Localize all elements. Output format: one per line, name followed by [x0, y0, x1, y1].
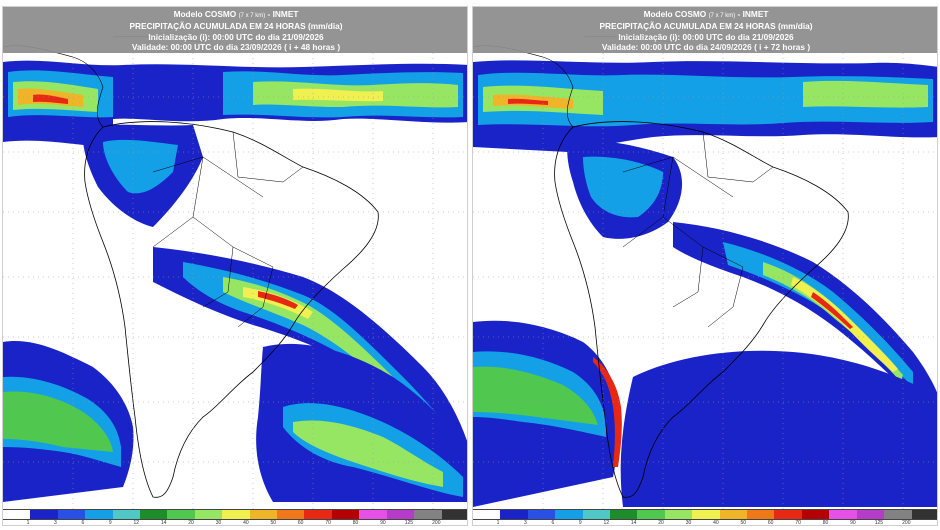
model-title-line: Modelo COSMO (7 x 7 km) - INMET	[3, 9, 467, 21]
colorbar-swatch	[801, 510, 830, 519]
precipitation-colorbar: 1 3 6 9 12 14 20 30 40 50 60 70 80 90 125 200	[473, 509, 938, 526]
model-org: - INMET	[267, 9, 299, 19]
colorbar-ticks: 1 3 6 9 12 14 20 30 40 50 60 70 80 90 125 200	[473, 520, 938, 526]
model-title: Modelo COSMO	[173, 9, 237, 19]
map-graphic	[3, 7, 467, 509]
colorbar-tick-label: 9	[108, 520, 112, 526]
colorbar-swatch	[664, 510, 693, 519]
colorbar-tick-label: 125	[874, 520, 884, 526]
colorbar-tick-label: 20	[188, 520, 194, 526]
colorbar-swatch	[555, 510, 583, 519]
colorbar-swatch	[473, 510, 501, 519]
colorbar-swatch	[331, 510, 360, 519]
colorbar-tick-label: 1	[496, 520, 500, 526]
colorbar-swatch	[441, 510, 467, 519]
colorbar-swatch	[249, 510, 278, 519]
forecast-panel-72h: Modelo COSMO (7 x 7 km) - INMET PRECIPIT…	[472, 6, 938, 526]
product-title: PRECIPITAÇÃO ACUMULADA EM 24 HORAS (mm/d…	[129, 21, 343, 32]
colorbar-tick-label: 6	[551, 520, 555, 526]
colorbar-swatch	[222, 510, 250, 519]
colorbar-tick-label: 60	[297, 520, 304, 526]
colorbar-tick-label: 60	[767, 520, 774, 526]
colorbar-tick-label: 12	[133, 520, 140, 526]
precipitation-colorbar: 1 3 6 9 12 14 20 30 40 50 60 70 80 90 125 200	[3, 509, 468, 526]
colorbar-swatch	[911, 510, 937, 519]
colorbar-tick-label: 40	[243, 520, 249, 526]
colorbar-swatch	[30, 510, 58, 519]
colorbar-tick-label: 40	[713, 520, 719, 526]
colorbar-swatch	[140, 510, 168, 519]
colorbar-cells	[473, 509, 937, 520]
colorbar-tick-label: 20	[658, 520, 664, 526]
colorbar-tick-label: 80	[822, 520, 829, 526]
colorbar-swatch	[386, 510, 415, 519]
colorbar-cells	[3, 509, 467, 520]
precipitation-map	[473, 7, 937, 509]
colorbar-tick-label: 200	[902, 520, 911, 526]
forecast-panel-48h: Modelo COSMO (7 x 7 km) - INMET PRECIPIT…	[2, 6, 468, 526]
colorbar-swatch	[829, 510, 857, 519]
colorbar-tick-label: 70	[325, 520, 331, 526]
colorbar-tick-label: 50	[740, 520, 747, 526]
colorbar-swatch	[194, 510, 223, 519]
colorbar-swatch	[884, 510, 912, 519]
map-header: Modelo COSMO (7 x 7 km) - INMET PRECIPIT…	[473, 7, 937, 53]
colorbar-swatch	[277, 510, 305, 519]
colorbar-tick-label: 12	[603, 520, 610, 526]
valid-time: Validade: 00:00 UTC do dia 23/09/2026 ( …	[131, 41, 341, 52]
colorbar-tick-label: 30	[685, 520, 692, 526]
colorbar-ticks: 1 3 6 9 12 14 20 30 40 50 60 70 80 90 125 200	[3, 520, 468, 526]
init-time: Inicialização (i): 00:00 UTC do dia 21/0…	[618, 31, 794, 42]
colorbar-swatch	[582, 510, 611, 519]
model-resolution: (7 x 7 km)	[708, 13, 736, 19]
colorbar-swatch	[3, 510, 31, 519]
colorbar-tick-label: 3	[54, 520, 57, 526]
colorbar-swatch	[610, 510, 638, 519]
colorbar-tick-label: 90	[850, 520, 856, 526]
colorbar-tick-label: 70	[795, 520, 801, 526]
colorbar-tick-label: 9	[578, 520, 582, 526]
product-title: PRECIPITAÇÃO ACUMULADA EM 24 HORAS (mm/d…	[599, 21, 813, 32]
colorbar-swatch	[527, 510, 556, 519]
valid-time: Validade: 00:00 UTC do dia 24/09/2026 ( …	[601, 41, 811, 52]
model-title-line: Modelo COSMO (7 x 7 km) - INMET	[473, 9, 937, 21]
init-time: Inicialização (i): 00:00 UTC do dia 21/0…	[148, 31, 324, 42]
colorbar-tick-label	[912, 520, 938, 525]
colorbar-tick-label: 1	[26, 520, 30, 526]
colorbar-tick-label: 30	[215, 520, 222, 526]
colorbar-swatch	[747, 510, 775, 519]
colorbar-swatch	[167, 510, 195, 519]
colorbar-tick-label: 90	[380, 520, 386, 526]
colorbar-swatch	[774, 510, 802, 519]
map-header: Modelo COSMO (7 x 7 km) - INMET PRECIPIT…	[3, 7, 467, 53]
colorbar-tick-label: 3	[524, 520, 527, 526]
colorbar-tick-label: 80	[352, 520, 359, 526]
colorbar-swatch	[57, 510, 86, 519]
colorbar-swatch	[304, 510, 332, 519]
colorbar-swatch	[856, 510, 885, 519]
colorbar-swatch	[719, 510, 748, 519]
colorbar-tick-label: 50	[270, 520, 277, 526]
colorbar-tick-label	[442, 520, 468, 525]
colorbar-swatch	[414, 510, 442, 519]
colorbar-swatch	[637, 510, 665, 519]
model-org: - INMET	[737, 9, 769, 19]
colorbar-tick-label: 14	[160, 520, 167, 526]
colorbar-swatch	[500, 510, 528, 519]
precipitation-map	[3, 7, 467, 509]
model-title: Modelo COSMO	[643, 9, 707, 19]
colorbar-swatch	[692, 510, 720, 519]
model-resolution: (7 x 7 km)	[238, 13, 266, 19]
colorbar-tick-label: 200	[432, 520, 441, 526]
colorbar-tick-label: 14	[630, 520, 637, 526]
colorbar-tick-label: 6	[81, 520, 85, 526]
colorbar-swatch	[85, 510, 113, 519]
map-graphic	[473, 7, 937, 509]
colorbar-swatch	[112, 510, 141, 519]
colorbar-swatch	[359, 510, 387, 519]
colorbar-tick-label: 125	[404, 520, 414, 526]
